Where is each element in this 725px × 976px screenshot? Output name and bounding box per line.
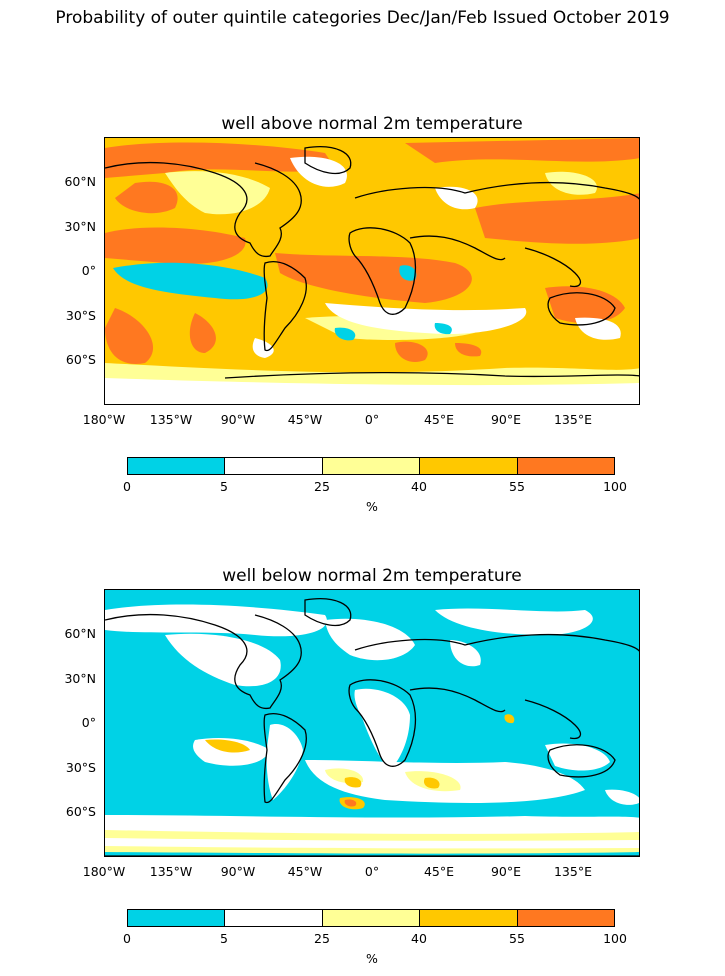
colorbar-tick: 55 [509,479,525,494]
lon-tick: 0° [364,864,380,879]
colorbar-tick: 25 [314,479,330,494]
lon-tick: 135°E [553,412,592,427]
colorbar-segment-orange [517,458,615,474]
colorbar-segment-yellow-orange [420,910,518,926]
lon-tick: 45°E [423,864,455,879]
panel-title-above: well above normal 2m temperature [221,114,523,134]
lon-tick: 90°E [490,864,522,879]
lat-tick: 0° [81,715,96,730]
colorbar-tick: 25 [314,931,330,946]
lon-tick: 180°W [82,412,126,427]
colorbar-segment-yellow-orange [420,458,518,474]
colorbar-unit: % [366,499,378,514]
colorbar-tick: 5 [220,479,228,494]
colorbar-tick: 100 [603,479,627,494]
map-above-normal [104,137,640,405]
lon-tick: 0° [364,412,380,427]
colorbar-tick: 55 [509,931,525,946]
colorbar-segment-orange [517,910,615,926]
colorbar-above [127,457,615,475]
lat-tick: 60°N [64,174,96,189]
lon-tick: 45°W [287,412,323,427]
lon-tick: 45°W [287,864,323,879]
lon-tick: 135°E [553,864,592,879]
lat-tick: 30°S [65,308,96,323]
lat-tick: 0° [81,263,96,278]
figure-title: Probability of outer quintile categories… [55,8,670,28]
colorbar-segment-light-yellow [322,458,421,474]
colorbar-segment-cyan [128,458,226,474]
colorbar-below [127,909,615,927]
map-below-normal [104,589,640,857]
colorbar-tick: 40 [411,931,427,946]
lon-tick: 90°W [220,412,256,427]
colorbar-unit: % [366,951,378,966]
colorbar-segment-cyan [128,910,226,926]
lon-tick: 45°E [423,412,455,427]
lat-tick: 30°N [64,671,96,686]
colorbar-tick: 5 [220,931,228,946]
colorbar-segment-white [225,458,323,474]
panel-title-below: well below normal 2m temperature [222,566,522,586]
colorbar-segment-light-yellow [322,910,421,926]
colorbar-segment-white [225,910,323,926]
lat-tick: 30°N [64,219,96,234]
colorbar-tick: 0 [123,479,131,494]
lon-tick: 135°W [149,412,193,427]
colorbar-tick: 0 [123,931,131,946]
lon-tick: 90°E [490,412,522,427]
lon-tick: 90°W [220,864,256,879]
lon-tick: 180°W [82,864,126,879]
lat-tick: 60°S [65,804,96,819]
colorbar-tick: 40 [411,479,427,494]
lat-tick: 30°S [65,760,96,775]
lat-tick: 60°S [65,352,96,367]
colorbar-tick: 100 [603,931,627,946]
lon-tick: 135°W [149,864,193,879]
lat-tick: 60°N [64,626,96,641]
